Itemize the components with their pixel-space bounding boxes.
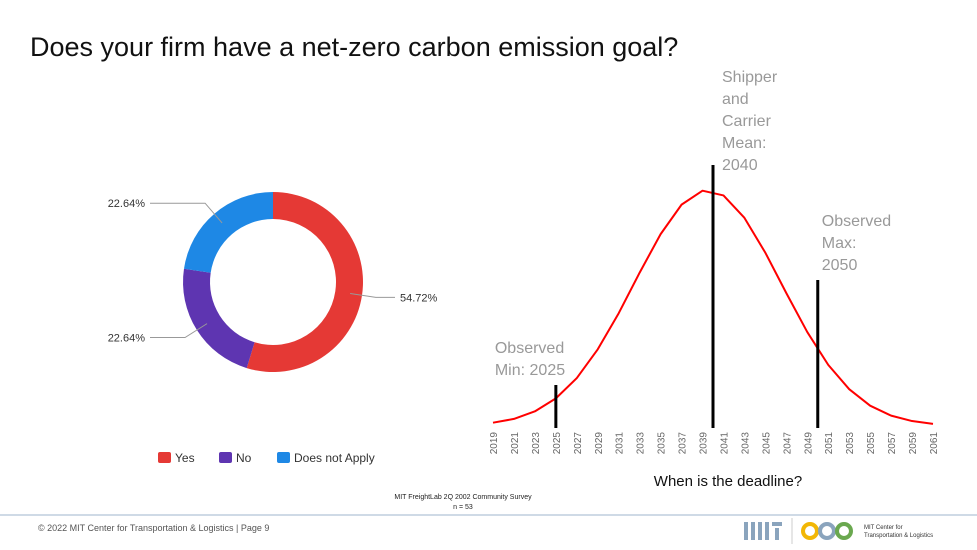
legend-label: Does not Apply [294,451,375,465]
legend-swatch [158,452,171,463]
donut-slice [183,192,273,273]
annotation-text: and [722,91,749,108]
x-tick-label: 2041 [719,432,730,455]
x-tick-label: 2019 [489,432,500,455]
legend-label: Yes [175,451,195,465]
mit-logo [744,518,793,544]
leader-line [150,323,208,339]
x-tick-label: 2057 [887,432,898,455]
x-tick-label: 2033 [636,432,647,455]
sample-size: n = 53 [453,504,473,511]
x-tick-label: 2029 [594,432,605,455]
footer: © 2022 MIT Center for Transportation & L… [38,523,269,533]
leader-line [350,293,395,298]
slide-title: Does your firm have a net-zero carbon em… [30,32,678,62]
legend-swatch [277,452,290,463]
logo-text: Transportation & Logistics [864,533,933,539]
legend-label: No [236,451,252,465]
x-tick-label: 2031 [615,432,626,455]
annotation-text: 2050 [822,257,858,274]
x-tick-label: 2039 [699,432,710,455]
x-tick-label: 2045 [761,432,772,455]
x-tick-label: 2047 [782,432,793,455]
x-tick-label: 2049 [803,432,814,455]
annotation-text: Max: [822,235,857,252]
leader-line [150,202,223,224]
ctl-logo [801,522,853,540]
logo-text: MIT Center for [864,525,903,531]
x-tick-label: 2035 [657,432,668,455]
x-tick-label: 2061 [929,432,940,455]
x-axis-label: When is the deadline? [654,473,802,490]
legend-swatch [219,452,232,463]
x-tick-label: 2021 [510,432,521,455]
value-label: 22.64% [108,333,146,345]
donut-slice [246,192,363,372]
value-label: 22.64% [108,198,146,210]
annotation-text: Shipper [722,69,778,86]
annotation-text: Mean: [722,135,766,152]
x-tick-label: 2059 [908,432,919,455]
x-tick-label: 2027 [573,432,584,455]
x-tick-label: 2051 [824,432,835,455]
annotation-text: Observed [822,213,891,230]
x-tick-label: 2037 [678,432,689,455]
x-tick-label: 2023 [531,432,542,455]
value-label: 54.72% [400,292,438,304]
annotation-text: Carrier [722,113,772,130]
donut-slice [182,268,255,369]
x-tick-label: 2055 [866,432,877,455]
x-tick-label: 2043 [740,432,751,455]
x-tick-label: 2053 [845,432,856,455]
x-tick-label: 2025 [552,432,563,455]
annotation-text: Observed [495,340,564,357]
annotation-text: 2040 [722,157,758,174]
annotation-text: Min: 2025 [495,362,565,379]
source: MIT FreightLab 2Q 2002 Community Survey [394,494,532,501]
